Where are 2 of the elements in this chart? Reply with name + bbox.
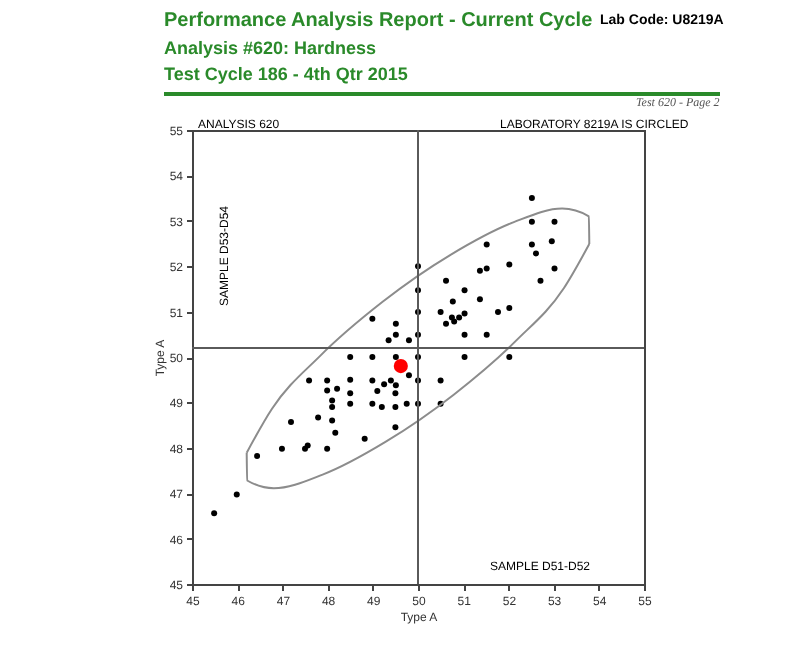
chart-title: Performance Analysis Report - Current Cycle: [164, 10, 593, 32]
chart-subtitle: Analysis #620: Hardness Test Cycle 186 - 4th Qtr 2015: [164, 36, 408, 88]
